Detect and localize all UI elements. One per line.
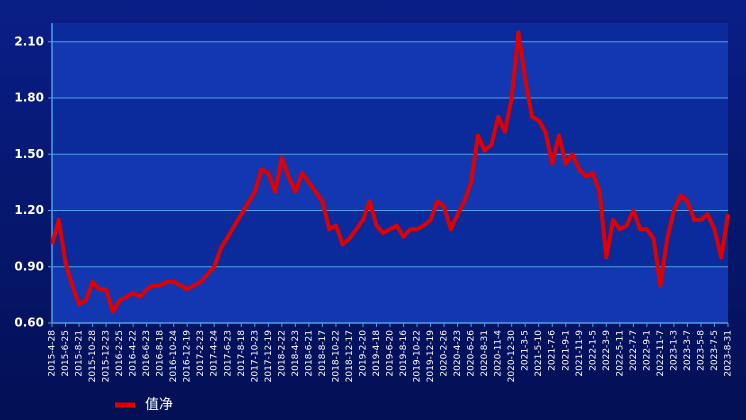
x-tick-label: 2020-8-31	[480, 330, 490, 377]
x-tick-label: 2015-12-23	[102, 330, 112, 382]
y-tick-label: 1.80	[14, 91, 44, 105]
x-tick-label: 2017-8-18	[237, 330, 247, 377]
x-tick-label: 2016-4-22	[129, 330, 139, 377]
band	[52, 266, 728, 323]
x-tick-label: 2016-6-23	[142, 330, 152, 377]
x-tick-label: 2021-5-10	[534, 330, 544, 377]
x-tick-label: 2022-11-7	[656, 330, 666, 377]
x-tick-label: 2018-6-21	[304, 330, 314, 377]
x-tick-label: 2023-5-8	[696, 330, 706, 371]
x-tick-label: 2020-11-4	[494, 330, 504, 377]
x-tick-label: 2022-3-9	[602, 330, 612, 371]
x-tick-label: 2017-10-23	[250, 330, 260, 382]
legend-label: 值净	[145, 397, 173, 413]
band	[52, 41, 728, 98]
band	[52, 154, 728, 211]
y-tick-label: 1.20	[14, 203, 44, 217]
x-tick-label: 2019-12-19	[426, 330, 436, 383]
x-tick-label: 2021-7-6	[548, 330, 558, 371]
x-tick-label: 2023-8-31	[724, 330, 734, 377]
x-tick-label: 2015-6-25	[61, 330, 71, 377]
x-tick-label: 2018-4-23	[291, 330, 301, 377]
x-tick-label: 2018-8-17	[318, 330, 328, 377]
x-tick-label: 2016-8-18	[156, 330, 166, 377]
x-tick-label: 2022-5-11	[615, 330, 625, 377]
x-tick-label: 2015-4-28	[48, 330, 58, 377]
x-tick-label: 2017-2-23	[196, 330, 206, 377]
x-tick-label: 2018-2-22	[277, 330, 287, 377]
x-tick-label: 2018-10-22	[331, 330, 341, 382]
x-tick-label: 2015-10-28	[88, 330, 98, 383]
series-line	[50, 30, 730, 314]
x-tick-label: 2017-6-23	[223, 330, 233, 377]
x-tick-label: 2021-3-5	[521, 330, 531, 371]
x-tick-label: 2021-11-9	[575, 330, 585, 377]
x-tick-label: 2022-7-7	[629, 330, 639, 371]
x-tick-label: 2016-10-24	[169, 330, 179, 383]
x-tick-label: 2019-8-16	[399, 330, 409, 377]
x-tick-label: 2019-2-20	[358, 330, 368, 377]
x-tick-label: 2018-12-17	[345, 330, 355, 382]
y-tick-label: 0.60	[14, 316, 44, 330]
x-tick-label: 2023-1-3	[669, 330, 679, 371]
x-tick-label: 2022-9-1	[642, 330, 652, 371]
x-tick-label: 2022-1-5	[588, 330, 598, 371]
x-tick-label: 2020-12-30	[507, 330, 517, 383]
x-tick-label: 2023-7-5	[710, 330, 720, 371]
x-tick-label: 2019-10-22	[413, 330, 423, 382]
x-tick-label: 2016-12-19	[183, 330, 193, 383]
x-tick-label: 2016-2-25	[115, 330, 125, 377]
y-tick-label: 1.50	[14, 147, 44, 161]
x-tick-label: 2017-12-19	[264, 330, 274, 383]
y-tick-label: 0.90	[14, 259, 44, 273]
x-tick-label: 2020-4-23	[453, 330, 463, 377]
x-tick-label: 2015-8-21	[75, 330, 85, 377]
x-tick-label: 2019-6-20	[386, 330, 396, 377]
x-tick-label: 2021-9-1	[561, 330, 571, 371]
x-tick-label: 2023-3-7	[683, 330, 693, 371]
x-tick-label: 2020-2-26	[440, 330, 450, 377]
y-tick-label: 2.10	[14, 34, 44, 48]
x-tick-label: 2019-4-18	[372, 330, 382, 377]
x-tick-label: 2020-6-26	[467, 330, 477, 377]
x-tick-label: 2017-4-24	[210, 330, 220, 377]
